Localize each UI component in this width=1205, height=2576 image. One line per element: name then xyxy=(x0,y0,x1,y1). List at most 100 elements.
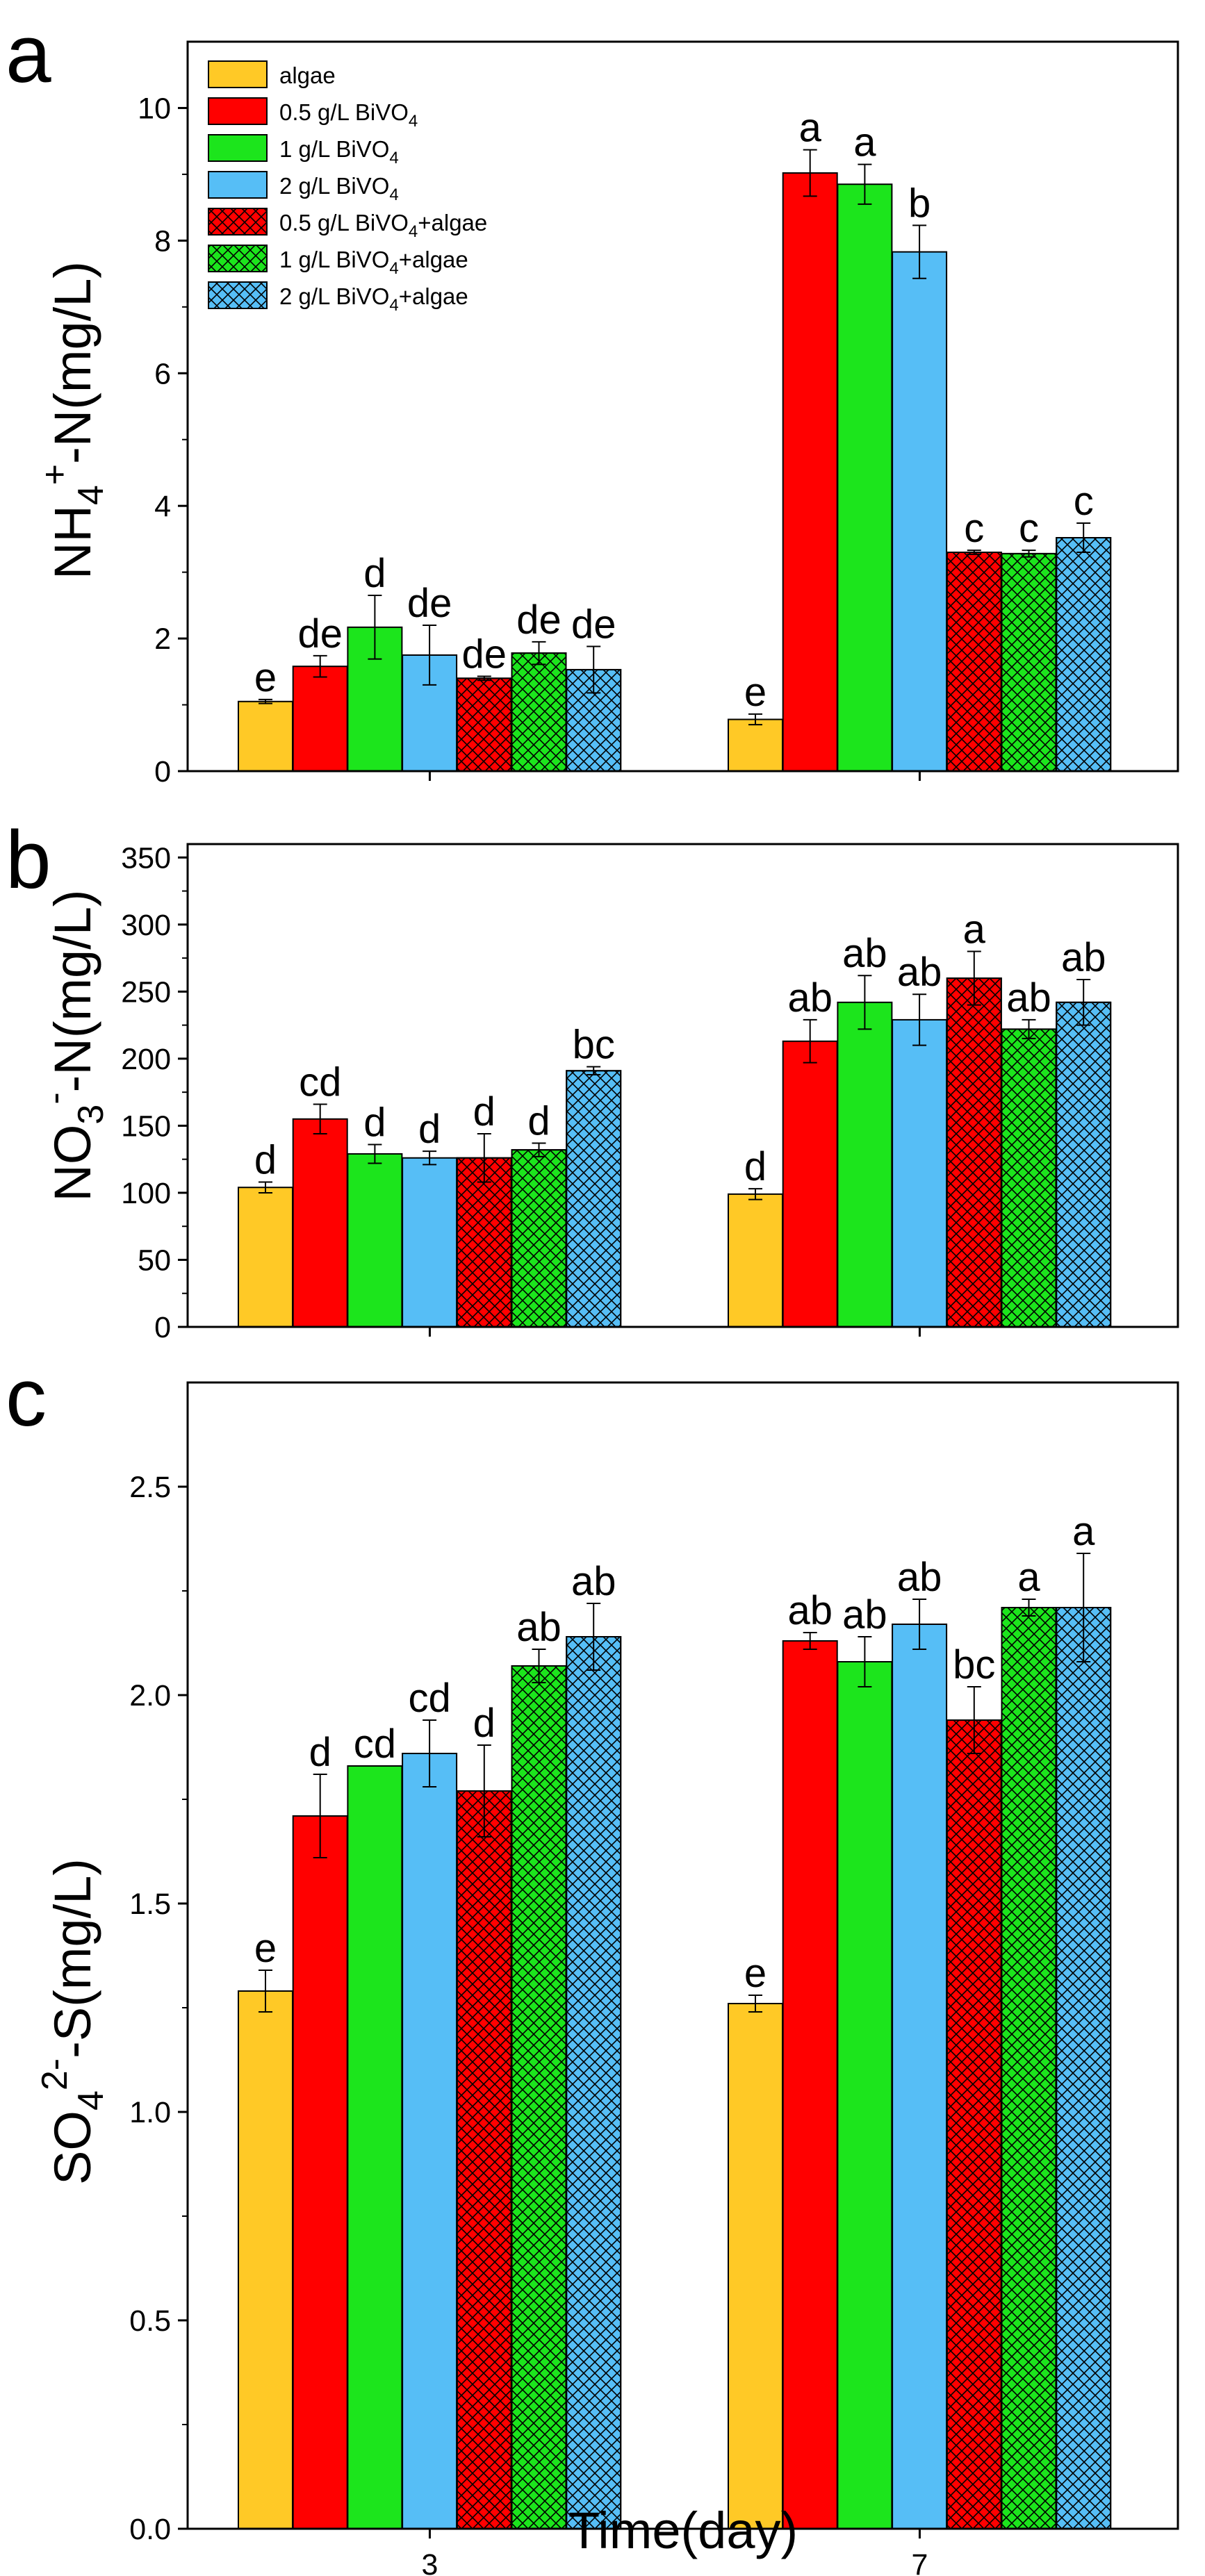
significance-letter-a-1-3: b xyxy=(908,181,931,226)
panel-letter-b: b xyxy=(6,814,51,906)
bar-b-0-1 xyxy=(292,1118,348,1328)
bar-a-1-0 xyxy=(728,718,783,772)
y-tick-label: 200 xyxy=(121,1043,171,1076)
bar-c-1-0 xyxy=(728,2003,783,2529)
bar-hatch-b-0-4 xyxy=(456,1157,512,1328)
bar-c-0-2 xyxy=(347,1765,403,2529)
significance-letter-a-0-4: de xyxy=(462,632,507,677)
significance-letter-b-0-5: d xyxy=(527,1099,550,1144)
bar-a-0-0 xyxy=(238,700,293,772)
bars-panel-b xyxy=(238,977,1112,1328)
bar-a-1-3 xyxy=(892,251,948,773)
y-tick-label: 0.5 xyxy=(129,2304,171,2338)
significance-letter-b-1-2: ab xyxy=(842,931,887,976)
bars-panel-c xyxy=(238,1607,1112,2529)
bar-hatch-b-1-4 xyxy=(946,977,1002,1328)
significance-letter-c-1-1: ab xyxy=(787,1588,833,1633)
significance-letter-a-1-5: c xyxy=(1019,506,1039,551)
bar-b-1-0 xyxy=(728,1193,783,1328)
significance-letter-a-1-0: e xyxy=(744,670,767,715)
x-ticks-panel-b xyxy=(428,1327,921,1337)
y-tick-label: 2.0 xyxy=(129,1679,171,1712)
error-bars-panel-c xyxy=(259,1553,1091,2013)
bar-hatch-b-1-6 xyxy=(1056,1001,1112,1328)
legend: algae 0.5 g/L BiVO4 1 g/L BiVO4 2 g/L Bi… xyxy=(208,60,487,315)
legend-entry-algae: algae xyxy=(208,60,336,88)
legend-label-0-5-bivo4-algae: 0.5 g/L BiVO xyxy=(279,210,409,236)
svg-text:2 g/L BiVO4+algae: 2 g/L BiVO4+algae xyxy=(279,283,468,315)
legend-entry-1-bivo4-algae: 1 g/L BiVO4+algae xyxy=(208,245,468,278)
y-ticks-panel-a: 0 2 4 6 8 10 xyxy=(138,92,188,789)
y-tick-label: 100 xyxy=(121,1177,171,1210)
significance-letter-c-0-0: e xyxy=(254,1926,277,1971)
significance-letter-b-1-5: ab xyxy=(1006,975,1051,1021)
bar-hatch-c-0-5 xyxy=(511,1665,567,2529)
bar-hatch-c-1-4 xyxy=(946,1719,1002,2529)
svg-text:1 g/L BiVO4: 1 g/L BiVO4 xyxy=(279,136,399,167)
y-tick-label: 350 xyxy=(121,841,171,875)
bar-a-0-1 xyxy=(292,666,348,772)
significance-letter-b-0-6: bc xyxy=(573,1022,615,1067)
y-tick-label: 1.5 xyxy=(129,1888,171,1921)
y-tick-label: 300 xyxy=(121,909,171,942)
panel-letter-c: c xyxy=(6,1352,47,1444)
significance-letter-a-0-2: d xyxy=(363,551,386,596)
legend-label-2-bivo4-algae: 2 g/L BiVO xyxy=(279,283,389,309)
significance-letter-c-0-4: d xyxy=(473,1701,495,1746)
significance-letter-c-0-3: cd xyxy=(408,1676,450,1721)
bar-hatch-b-1-5 xyxy=(1001,1028,1057,1328)
svg-text:0.5 g/L BiVO4: 0.5 g/L BiVO4 xyxy=(279,99,418,131)
significance-letter-c-0-6: ab xyxy=(571,1559,616,1604)
y-tick-label: 8 xyxy=(154,224,171,258)
svg-text:1 g/L BiVO4+algae: 1 g/L BiVO4+algae xyxy=(279,247,468,278)
bar-b-1-2 xyxy=(837,1001,893,1328)
bar-hatch-a-0-4 xyxy=(456,677,512,773)
significance-letter-b-1-6: ab xyxy=(1061,935,1106,980)
y-tick-label: 0.0 xyxy=(129,2513,171,2546)
bar-hatch-a-0-5 xyxy=(511,652,567,772)
legend-label-algae: algae xyxy=(279,63,336,88)
significance-letter-c-1-6: a xyxy=(1072,1509,1095,1554)
legend-swatch-1-bivo4 xyxy=(208,134,268,162)
bar-c-1-2 xyxy=(837,1661,893,2529)
significance-letter-a-0-1: de xyxy=(297,611,343,657)
bar-hatch-b-0-6 xyxy=(566,1070,622,1328)
significance-letter-a-1-1: a xyxy=(799,106,822,151)
plot-frame-b xyxy=(186,843,1179,1328)
significance-letter-b-0-3: d xyxy=(418,1107,441,1152)
bar-b-0-2 xyxy=(347,1153,403,1328)
legend-label-0-5-bivo4: 0.5 g/L BiVO xyxy=(279,99,409,125)
bar-b-1-3 xyxy=(892,1018,948,1328)
legend-entry-2-bivo4-algae: 2 g/L BiVO4+algae xyxy=(208,281,468,315)
bar-hatch-c-1-5 xyxy=(1001,1607,1057,2529)
y-tick-label: 0 xyxy=(154,1311,171,1344)
legend-swatch-hatch xyxy=(208,281,268,309)
y-tick-label: 150 xyxy=(121,1109,171,1143)
legend-entry-1-bivo4: 1 g/L BiVO4 xyxy=(208,134,399,167)
y-tick-label: 1.0 xyxy=(129,2096,171,2129)
bar-hatch-a-1-4 xyxy=(946,552,1002,772)
significance-letter-b-0-1: cd xyxy=(299,1060,341,1105)
y-axis-label-nh4: NH4+-N(mg/L) xyxy=(35,261,111,579)
significance-letter-b-1-0: d xyxy=(744,1144,767,1189)
y-ticks-panel-b: 0 50 100 150 200 250 300 350 xyxy=(121,841,188,1344)
significance-letter-c-1-5: a xyxy=(1017,1555,1040,1600)
significance-letter-b-0-2: d xyxy=(363,1100,386,1145)
y-tick-label: 10 xyxy=(138,92,171,125)
bar-hatch-c-0-4 xyxy=(456,1790,512,2529)
x-axis-label: Time(day) xyxy=(568,2502,798,2559)
significance-letter-c-1-4: bc xyxy=(953,1642,995,1687)
y-tick-label: 250 xyxy=(121,975,171,1009)
y-tick-label: 4 xyxy=(154,490,171,523)
significance-letter-c-1-2: ab xyxy=(842,1592,887,1637)
significance-letter-b-1-1: ab xyxy=(787,975,833,1021)
bar-c-1-1 xyxy=(782,1640,838,2529)
legend-swatch-2-bivo4 xyxy=(208,171,268,199)
significance-letter-c-0-1: d xyxy=(309,1730,331,1775)
